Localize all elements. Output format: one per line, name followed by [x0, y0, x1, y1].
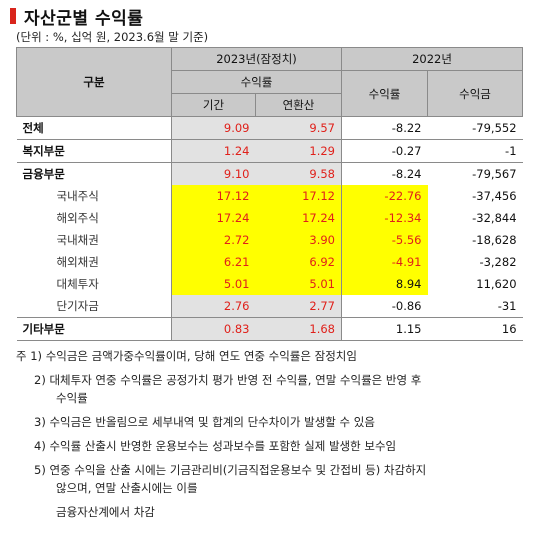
cell-period: 2.72: [171, 229, 256, 251]
cell-2022-amount: -31: [497, 299, 517, 313]
table-row: 해외주식 17.24 17.24 -12.34 -32,844: [16, 207, 523, 229]
cell-2022-amount: -1: [427, 139, 523, 163]
cell-annualized: 1.29: [255, 139, 342, 163]
unit-note: (단위 : %, 십억 원, 2023.6월 말 기준): [16, 30, 209, 44]
cell-annualized: 5.01: [255, 273, 342, 295]
cell-2022-return: 1.15: [341, 317, 428, 341]
header-2022: 2022년: [340, 47, 524, 71]
table-row: 기타부문 0.83 1.68 1.15 16: [16, 317, 523, 341]
footnote-4: 4) 수익률 산출시 반영한 운용보수는 성과보수를 포함한 실제 발생한 보수…: [34, 439, 397, 453]
cell-2022-amount: -3,282: [479, 255, 517, 269]
cell-2022-amount: 16: [427, 317, 523, 341]
table-row: 국내채권 2.72 3.90 -5.56 -18,628: [16, 229, 523, 251]
footnote-5-cont: 않으며, 연말 산출시에는 이를: [56, 481, 198, 495]
cell-annualized: 6.92: [255, 251, 342, 273]
row-label: 금융부문: [16, 162, 172, 185]
cell-2022-return: -8.24: [341, 162, 428, 185]
cell-2022-amount: -37,456: [472, 189, 517, 203]
table-row: 국내주식 17.12 17.12 -22.76 -37,456: [16, 185, 523, 207]
row-label: 국내주식: [16, 185, 172, 207]
cell-2022-amount: -32,844: [472, 211, 517, 225]
cell-2022-return: -12.34: [341, 207, 428, 229]
returns-table: 구분 2023년(잠정치) 2022년 수익률 수익률 수익금 기간 연환산 전…: [16, 47, 524, 341]
cell-annualized: 17.12: [255, 185, 342, 207]
cell-period: 17.12: [171, 185, 256, 207]
cell-period: 6.21: [171, 251, 256, 273]
row-label: 해외채권: [16, 251, 172, 273]
row-label: 전체: [16, 116, 172, 140]
page-title: 자산군별 수익률: [24, 8, 144, 29]
cell-2022-return: -8.22: [391, 121, 422, 135]
footnote-1: 주 1) 수익금은 금액가중수익률이며, 당해 연도 연중 수익률은 잠정치임: [16, 349, 357, 363]
cell-2022-amount: 11,620: [476, 277, 517, 291]
cell-2022-return: -0.86: [391, 299, 422, 313]
cell-2022-amount: -18,628: [472, 233, 517, 247]
header-gubun: 구분: [16, 47, 172, 117]
row-label: 국내채권: [16, 229, 172, 251]
cell-annualized: 17.24: [255, 207, 342, 229]
row-label: 해외주식: [16, 207, 172, 229]
table-row: 대체투자 5.01 5.01 8.94 11,620: [16, 273, 523, 295]
table-row: 전체 9.09 9.57 -8.22 -79,552: [16, 116, 523, 140]
table-row: 금융부문 9.10 9.58 -8.24 -79,567: [16, 162, 523, 185]
cell-2022-return: -5.56: [341, 229, 428, 251]
footnotes: 주 1) 수익금은 금액가중수익률이며, 당해 연도 연중 수익률은 잠정치임 …: [16, 347, 526, 521]
footnote-5-cont2: 금융자산계에서 차감: [56, 505, 155, 519]
cell-period: 9.09: [171, 116, 256, 140]
header-period: 기간: [171, 93, 256, 117]
row-label: 기타부문: [16, 317, 172, 341]
cell-annualized: 9.58: [255, 162, 342, 185]
cell-annualized: 9.57: [255, 116, 342, 140]
header-annualized: 연환산: [255, 93, 342, 117]
row-label: 단기자금: [16, 295, 172, 318]
cell-period: 9.10: [171, 162, 256, 185]
footnote-5: 5) 연중 수익을 산출 시에는 기금관리비(기금직접운용보수 및 간접비 등)…: [34, 463, 427, 477]
red-square-icon: [10, 8, 16, 24]
cell-annualized: 2.77: [255, 295, 342, 318]
header-2022-amount: 수익금: [426, 70, 524, 117]
row-label: 대체투자: [16, 273, 172, 295]
cell-annualized: 1.68: [255, 317, 342, 341]
cell-2022-amount: -79,552: [472, 121, 517, 135]
row-label: 복지부문: [16, 139, 172, 163]
header-2023-return: 수익률: [171, 70, 342, 94]
cell-2022-amount: -79,567: [427, 162, 523, 185]
header-2022-return: 수익률: [341, 70, 428, 117]
cell-2022-return: 8.94: [341, 273, 428, 295]
footnote-2-cont: 수익률: [56, 391, 88, 405]
cell-period: 1.24: [171, 139, 256, 163]
table-row: 해외채권 6.21 6.92 -4.91 -3,282: [16, 251, 523, 273]
cell-2022-return: -22.76: [341, 185, 428, 207]
cell-2022-return: -0.27: [341, 139, 428, 163]
cell-period: 5.01: [171, 273, 256, 295]
cell-period: 0.83: [171, 317, 256, 341]
cell-2022-return: -4.91: [341, 251, 428, 273]
title-row: 자산군별 수익률: [10, 4, 144, 29]
cell-annualized: 3.90: [255, 229, 342, 251]
header-2023: 2023년(잠정치): [171, 47, 342, 71]
footnote-2: 2) 대체투자 연중 수익률은 공정가치 평가 반영 전 수익률, 연말 수익률…: [34, 373, 422, 387]
cell-period: 2.76: [171, 295, 256, 318]
table-row: 단기자금 2.76 2.77 -0.86 -31: [16, 295, 523, 318]
footnote-3: 3) 수익금은 반올림으로 세부내역 및 합계의 단수차이가 발생할 수 있음: [34, 415, 375, 429]
cell-period: 17.24: [171, 207, 256, 229]
table-row: 복지부문 1.24 1.29 -0.27 -1: [16, 139, 523, 163]
